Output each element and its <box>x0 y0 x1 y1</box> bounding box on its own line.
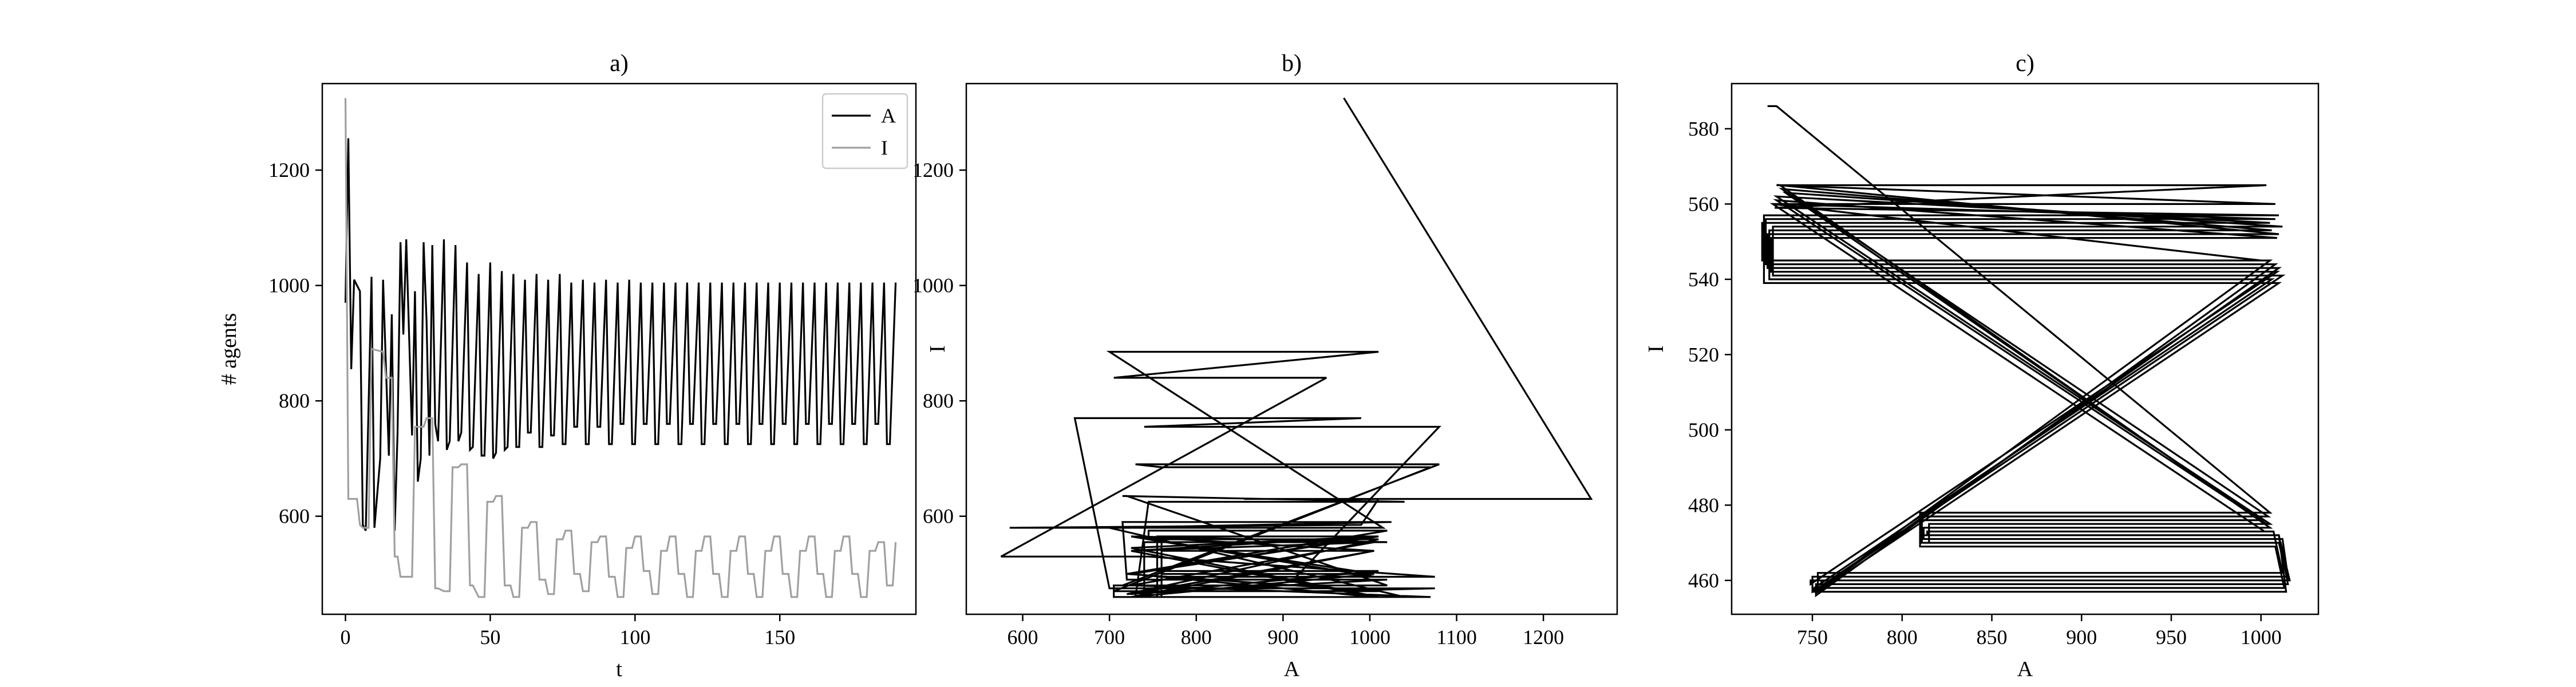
x-tick-label: 100 <box>619 626 650 649</box>
x-tick-label: 700 <box>1094 626 1125 649</box>
y-tick-label: 800 <box>923 389 954 412</box>
axes-frame <box>1730 82 2320 615</box>
legend-label: I <box>881 136 888 159</box>
series-line-0-1 <box>344 98 897 598</box>
y-axis-label: # agents <box>217 313 241 385</box>
legend-box <box>821 93 908 169</box>
axes-frame <box>321 82 917 615</box>
x-tick-label: 750 <box>1797 626 1828 649</box>
x-tick-label: 800 <box>1181 626 1212 649</box>
chart-title: a) <box>610 50 629 77</box>
y-tick-label: 1200 <box>912 159 954 181</box>
x-axis-label: A <box>1284 657 1300 681</box>
chart-title: b) <box>1282 50 1302 77</box>
y-tick-label: 1000 <box>912 274 954 297</box>
series-line-2-0 <box>1761 105 2291 598</box>
x-tick-label: 600 <box>1008 626 1038 649</box>
x-axis-label: A <box>2017 657 2033 681</box>
axes-frame <box>965 82 1618 615</box>
y-tick-label: 600 <box>279 505 310 528</box>
y-tick-label: 460 <box>1688 569 1719 592</box>
x-tick-label: 50 <box>480 626 500 649</box>
x-tick-label: 800 <box>1887 626 1918 649</box>
y-tick-label: 580 <box>1688 117 1719 140</box>
panel-2: 750 800 850 900 950 1000 460 480 500 520 540 560 580… <box>1644 50 2320 681</box>
y-tick-label: 520 <box>1688 343 1719 366</box>
series-line-1-0 <box>1000 97 1593 598</box>
y-tick-label: 560 <box>1688 192 1719 215</box>
x-tick-label: 950 <box>2156 626 2187 649</box>
x-tick-label: 0 <box>340 626 350 649</box>
x-tick-label: 900 <box>2066 626 2097 649</box>
y-tick-label: 1000 <box>268 274 310 297</box>
x-tick-label: 1000 <box>1349 626 1390 649</box>
series-line-0-0 <box>344 138 897 531</box>
x-tick-label: 1100 <box>1436 626 1477 649</box>
x-tick-label: 850 <box>1977 626 2008 649</box>
y-tick-label: 600 <box>923 505 954 528</box>
legend: AI <box>821 93 908 169</box>
x-tick-label: 1000 <box>2241 626 2282 649</box>
y-tick-label: 800 <box>279 389 310 412</box>
y-tick-label: 540 <box>1688 268 1719 291</box>
y-tick-label: 1200 <box>268 159 310 181</box>
y-axis-label: I <box>1644 345 1668 353</box>
legend-label: A <box>881 104 896 127</box>
x-tick-label: 900 <box>1267 626 1298 649</box>
y-axis-label: I <box>926 345 950 353</box>
y-tick-label: 500 <box>1688 418 1719 441</box>
chart-title: c) <box>2016 50 2034 77</box>
panel-1: 600 700 800 900 1000 1100 1200 600 800 1000 1200 b)… <box>912 50 1618 681</box>
x-tick-label: 1200 <box>1523 626 1564 649</box>
panel-0: 0 50 100 150 600 800 1000 1200 a) t # agents AI <box>217 50 917 681</box>
y-tick-label: 480 <box>1688 493 1719 516</box>
x-tick-label: 150 <box>764 626 795 649</box>
x-axis-label: t <box>616 657 622 681</box>
